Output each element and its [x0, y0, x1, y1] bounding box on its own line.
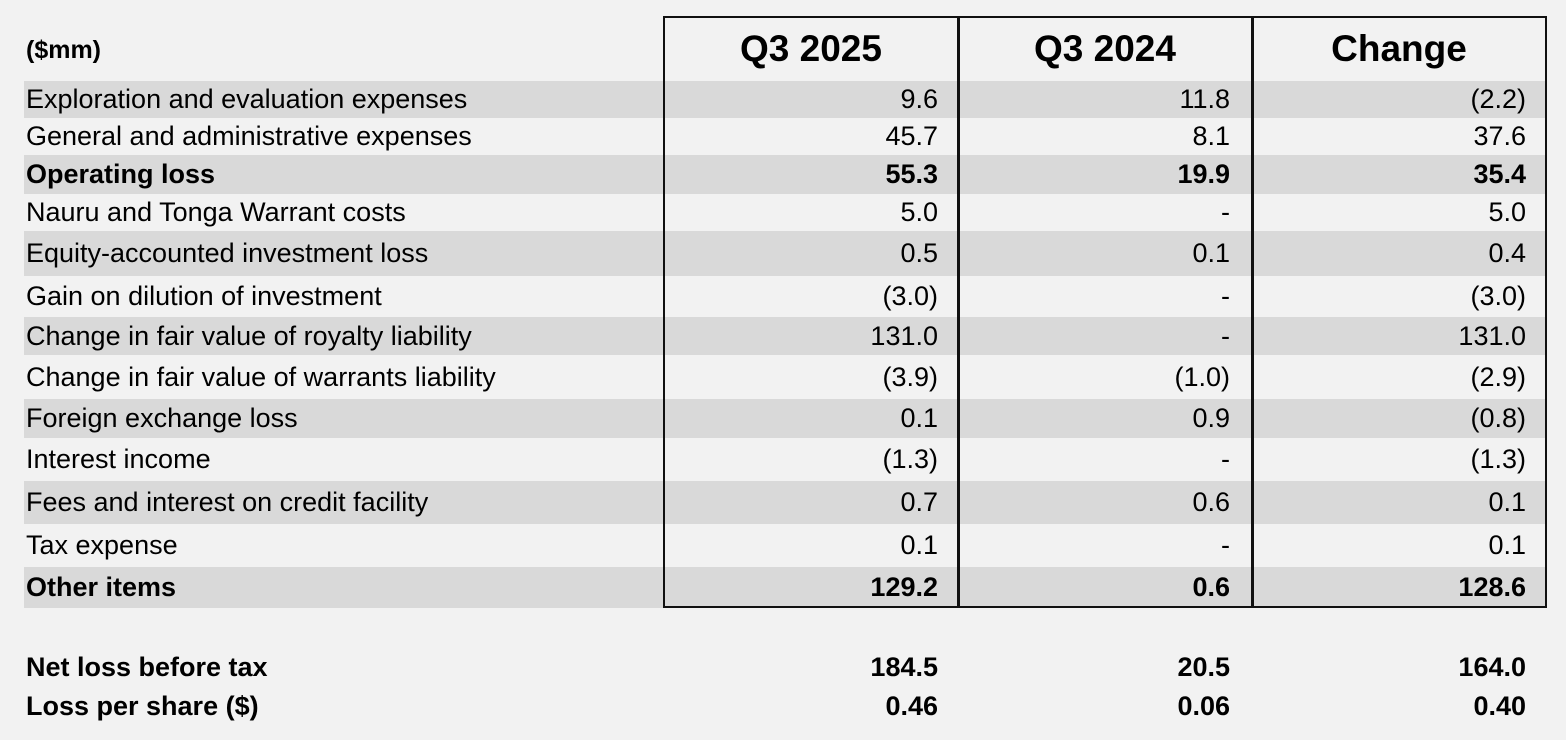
row-label: Tax expense	[26, 530, 178, 560]
value-q3-2025: 55.3	[885, 159, 938, 189]
table-row: Tax expense 0.1 - 0.1	[24, 524, 1546, 567]
row-label: Interest income	[26, 444, 211, 474]
value-q3-2025: 0.46	[885, 690, 938, 721]
table-row: Equity-accounted investment loss 0.5 0.1 0.…	[24, 231, 1546, 276]
row-label: Equity-accounted investment loss	[26, 238, 429, 268]
value-change: 0.1	[1488, 530, 1526, 560]
table-row: Operating loss 55.3 19.9 35.4	[24, 155, 1546, 194]
value-change: 0.1	[1488, 487, 1526, 517]
summary-row: Loss per share ($) 0.46 0.06 0.40	[24, 686, 1546, 726]
table-row: Change in fair value of warrants liabili…	[24, 355, 1546, 399]
value-change: 37.6	[1473, 121, 1526, 151]
value-q3-2025: 129.2	[870, 572, 938, 602]
value-change: (0.8)	[1470, 403, 1526, 433]
row-label: Gain on dilution of investment	[26, 281, 382, 311]
value-q3-2024: 20.5	[1177, 651, 1230, 682]
value-q3-2024: 8.1	[1192, 121, 1230, 151]
value-q3-2024: 0.9	[1192, 403, 1230, 433]
table-row: Gain on dilution of investment (3.0) - (3.0…	[24, 276, 1546, 317]
row-label: Net loss before tax	[26, 651, 268, 682]
table-row: General and administrative expenses 45.7 8…	[24, 118, 1546, 155]
value-q3-2024: 0.06	[1177, 690, 1230, 721]
value-q3-2024: (1.0)	[1174, 361, 1230, 392]
column-header-change: Change	[1331, 28, 1467, 69]
value-change: 5.0	[1488, 197, 1526, 227]
value-change: 35.4	[1473, 159, 1526, 189]
value-change: 131.0	[1458, 320, 1526, 351]
row-label: Foreign exchange loss	[26, 403, 298, 433]
value-q3-2025: 5.0	[900, 197, 938, 227]
table-row: Change in fair value of royalty liabilit…	[24, 317, 1546, 355]
value-q3-2025: 0.1	[900, 403, 938, 433]
row-label: Other items	[26, 572, 177, 602]
value-change: (2.2)	[1470, 84, 1526, 114]
row-label: Change in fair value of warrants liabili…	[26, 361, 496, 392]
value-change: 164.0	[1458, 651, 1526, 682]
value-q3-2024: -	[1221, 444, 1230, 474]
value-q3-2024: -	[1221, 281, 1230, 311]
row-label: Loss per share ($)	[26, 690, 259, 721]
value-change: 128.6	[1458, 572, 1526, 602]
value-q3-2024: 11.8	[1179, 84, 1230, 114]
table-row: Other items 129.2 0.6 128.6	[24, 567, 1546, 608]
units-label: ($mm)	[26, 36, 102, 64]
value-q3-2025: 45.7	[885, 121, 938, 151]
value-q3-2025: 0.1	[900, 530, 938, 560]
value-q3-2024: -	[1221, 530, 1230, 560]
value-q3-2024: 0.6	[1192, 487, 1230, 517]
table-row: Interest income (1.3) - (1.3)	[24, 438, 1546, 481]
row-label: Fees and interest on credit facility	[26, 487, 429, 517]
value-q3-2024: 19.9	[1177, 159, 1230, 189]
table-row: Foreign exchange loss 0.1 0.9 (0.8)	[24, 399, 1546, 438]
value-q3-2025: 0.7	[900, 487, 938, 517]
row-label: Change in fair value of royalty liabilit…	[26, 320, 472, 351]
column-header-q3-2024: Q3 2024	[1034, 28, 1176, 69]
value-q3-2025: 131.0	[870, 320, 938, 351]
value-q3-2024: 0.6	[1192, 572, 1230, 602]
value-q3-2025: 9.6	[900, 84, 938, 114]
value-change: (1.3)	[1470, 444, 1526, 474]
row-label: Exploration and evaluation expenses	[26, 84, 468, 114]
value-change: 0.4	[1488, 238, 1526, 268]
value-change: 0.40	[1473, 690, 1526, 721]
value-q3-2025: (1.3)	[882, 444, 938, 474]
row-label: Operating loss	[26, 159, 216, 189]
column-header-q3-2025: Q3 2025	[740, 28, 882, 69]
row-label: General and administrative expenses	[26, 121, 472, 151]
table-row: Fees and interest on credit facility 0.7 0…	[24, 481, 1546, 524]
table-row: Exploration and evaluation expenses 9.6 11…	[24, 81, 1546, 118]
value-q3-2025: 184.5	[870, 651, 938, 682]
value-q3-2024: -	[1221, 197, 1230, 227]
value-q3-2025: 0.5	[900, 238, 938, 268]
value-q3-2025: (3.9)	[882, 361, 938, 392]
value-change: (2.9)	[1470, 361, 1526, 392]
row-label: Nauru and Tonga Warrant costs	[26, 197, 406, 227]
value-q3-2025: (3.0)	[882, 281, 938, 311]
summary-row: Net loss before tax 184.5 20.5 164.0	[24, 648, 1546, 686]
value-q3-2024: 0.1	[1192, 238, 1230, 268]
value-q3-2024: -	[1221, 320, 1230, 351]
table-row: Nauru and Tonga Warrant costs 5.0 - 5.0	[24, 194, 1546, 231]
value-change: (3.0)	[1470, 281, 1526, 311]
